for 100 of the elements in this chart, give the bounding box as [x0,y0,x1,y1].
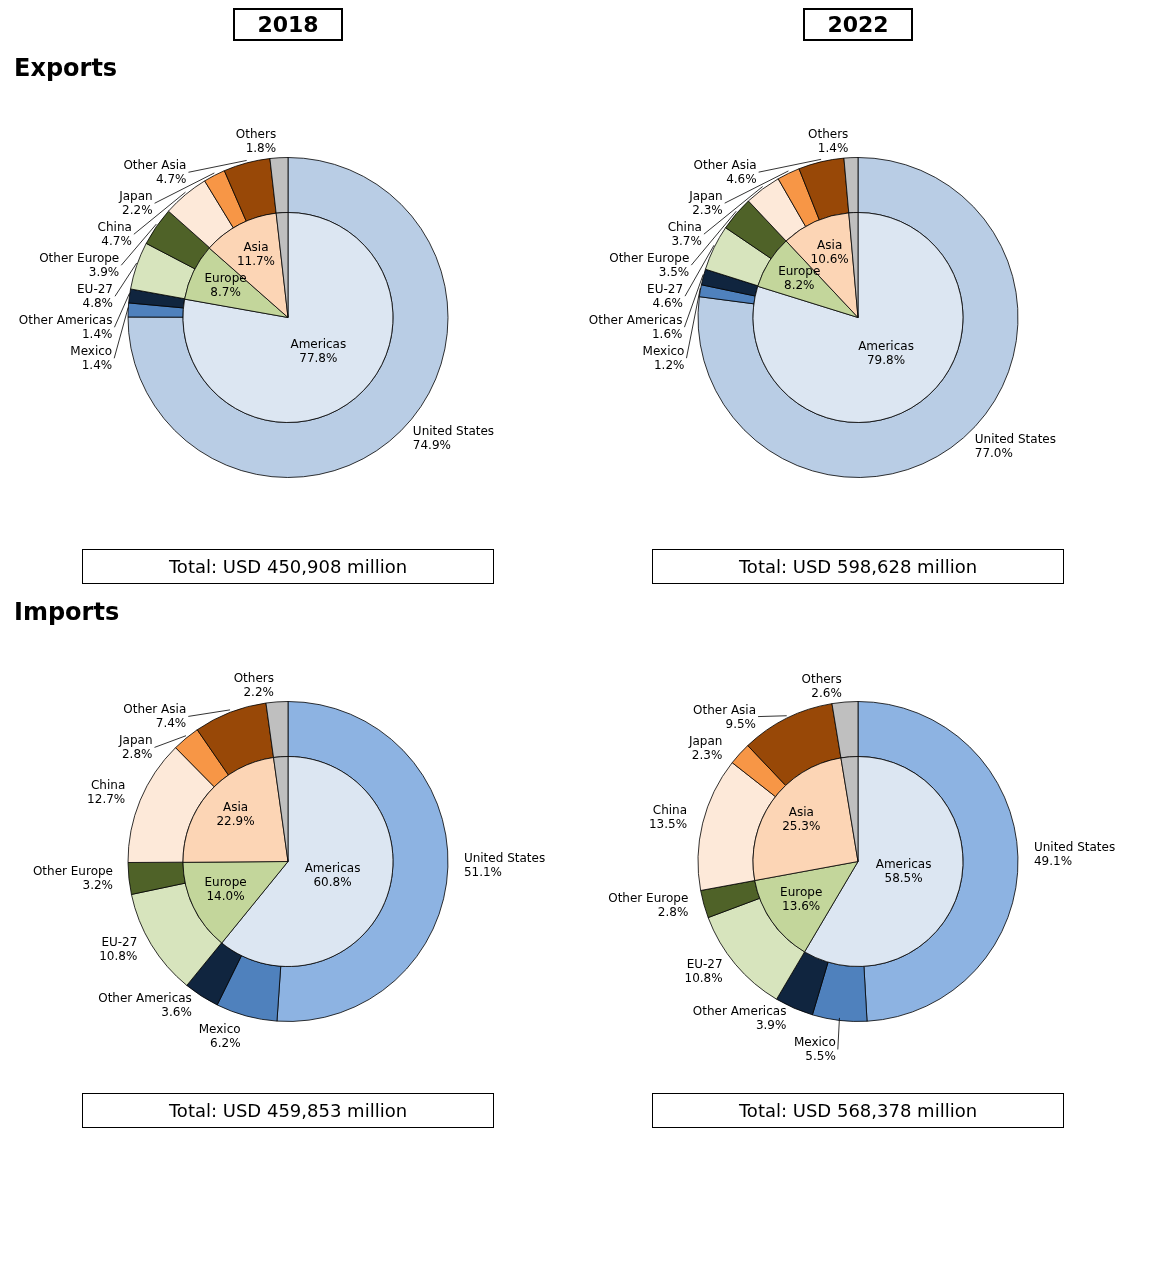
slice-label: China [97,220,132,235]
data-label: 51.1% [463,865,503,880]
data-label: 74.9% [412,438,451,453]
data-label: 1.4% [81,358,113,373]
slice-label: Others [808,127,849,142]
data-label: 6.2% [210,1036,241,1051]
slice-label: Europe [204,270,247,285]
slice-label: EU-27 [647,282,684,297]
data-label: 2.8% [657,905,689,920]
slice-label: Other Asia [123,702,187,717]
slice-label: Other Europe [32,863,113,878]
data-label: 1.6% [651,327,683,342]
data-label: 2.8% [121,747,153,762]
data-label: 3.6% [161,1005,192,1020]
data-label: 13.6% [782,898,821,913]
data-label: 79.8% [866,353,906,368]
data-label: 77.0% [974,445,1013,460]
slice-label: Americas [875,857,932,872]
data-label: 9.5% [725,716,757,731]
data-label: 3.2% [82,877,113,892]
data-label: 12.7% [87,792,126,807]
data-label: 60.8% [313,874,352,889]
data-label: 11.7% [236,253,276,268]
data-label: 1.8% [245,141,277,156]
data-label: 3.5% [658,265,690,280]
slice-label: Japan [688,189,723,204]
slice-label: Americas [304,860,361,875]
data-label: 10.8% [99,949,138,964]
slice-label: China [667,220,702,235]
slice-label: Japan [118,189,153,204]
slice-label: Japan [118,733,153,748]
slice-label: China [652,803,688,818]
text: Total: USD 450,908 million [82,549,494,584]
data-label: 1.4% [81,327,113,342]
slice-label: Asia [788,805,814,820]
data-label: 2.3% [691,747,723,762]
chart-title: 2022 [803,8,913,41]
slice-label: Americas [858,339,914,354]
data-label: 13.5% [648,817,688,832]
slice-label: Japan [687,733,723,748]
slice-label: Mexico [793,1035,836,1050]
slice-label: Other Asia [123,158,187,173]
data-label: 5.5% [805,1049,836,1064]
slice-label: Other Americas [588,313,683,328]
slice-label: Other Europe [609,251,690,266]
data-label: 14.0% [206,889,245,904]
text: Total: USD 598,628 million [652,549,1064,584]
data-label: 4.7% [155,172,187,187]
text: Total: USD 459,853 million [82,1093,494,1128]
chart-subtitle: Exports [13,54,119,82]
data-label: 58.5% [884,871,923,886]
slice-label: Asia [222,799,249,814]
data-label: 49.1% [1033,854,1073,869]
data-label: 2.2% [243,685,274,700]
slice-label: United States [974,431,1057,446]
slice-label: United States [1033,840,1116,855]
slice-label: Mexico [70,344,113,359]
data-label: 3.9% [88,265,120,280]
data-label: 4.6% [726,172,757,187]
data-label: 1.2% [653,358,685,373]
slice-label: Others [233,671,274,686]
data-label: 25.3% [782,819,821,834]
slice-label: EU-27 [77,282,114,297]
data-label: 7.4% [155,716,187,731]
data-label: 2.3% [692,203,723,218]
slice-label: United States [412,424,495,439]
slice-label: Other Asia [692,702,757,717]
slice-label: EU-27 [101,935,138,950]
data-label: 8.7% [210,284,241,299]
slice-label: Other Asia [693,158,757,173]
chart-subtitle: Imports [13,598,121,626]
data-label: 10.6% [810,251,849,266]
data-label: 1.4% [817,141,849,156]
data-label: 8.2% [784,278,815,293]
data-label: 10.8% [684,970,723,985]
data-label: 22.9% [216,813,255,828]
data-label: 4.8% [82,296,114,311]
data-label: 77.8% [299,351,338,366]
slice-label: Others [235,127,277,142]
data-label: 4.7% [101,234,132,249]
slice-label: Europe [204,875,247,890]
text: Total: USD 568,378 million [652,1093,1064,1128]
slice-label: Other Americas [692,1004,787,1019]
data-label: 3.7% [671,234,702,249]
slice-label: Others [801,671,842,686]
slice-label: Other Europe [608,891,689,906]
slice-label: Other Americas [18,313,113,328]
slice-label: Mexico [198,1022,241,1037]
slice-label: EU-27 [686,956,723,971]
slice-label: Other Europe [39,251,120,266]
slice-label: Other Americas [98,991,192,1006]
data-label: 2.2% [122,203,153,218]
slice-label: Mexico [642,344,685,359]
slice-label: Americas [290,337,347,352]
slice-label: Asia [243,239,269,254]
slice-label: China [90,778,126,793]
slice-label: Europe [780,884,823,899]
chart-title: 2018 [233,8,343,41]
slice-label: United States [463,851,546,866]
slice-label: Asia [817,237,843,252]
